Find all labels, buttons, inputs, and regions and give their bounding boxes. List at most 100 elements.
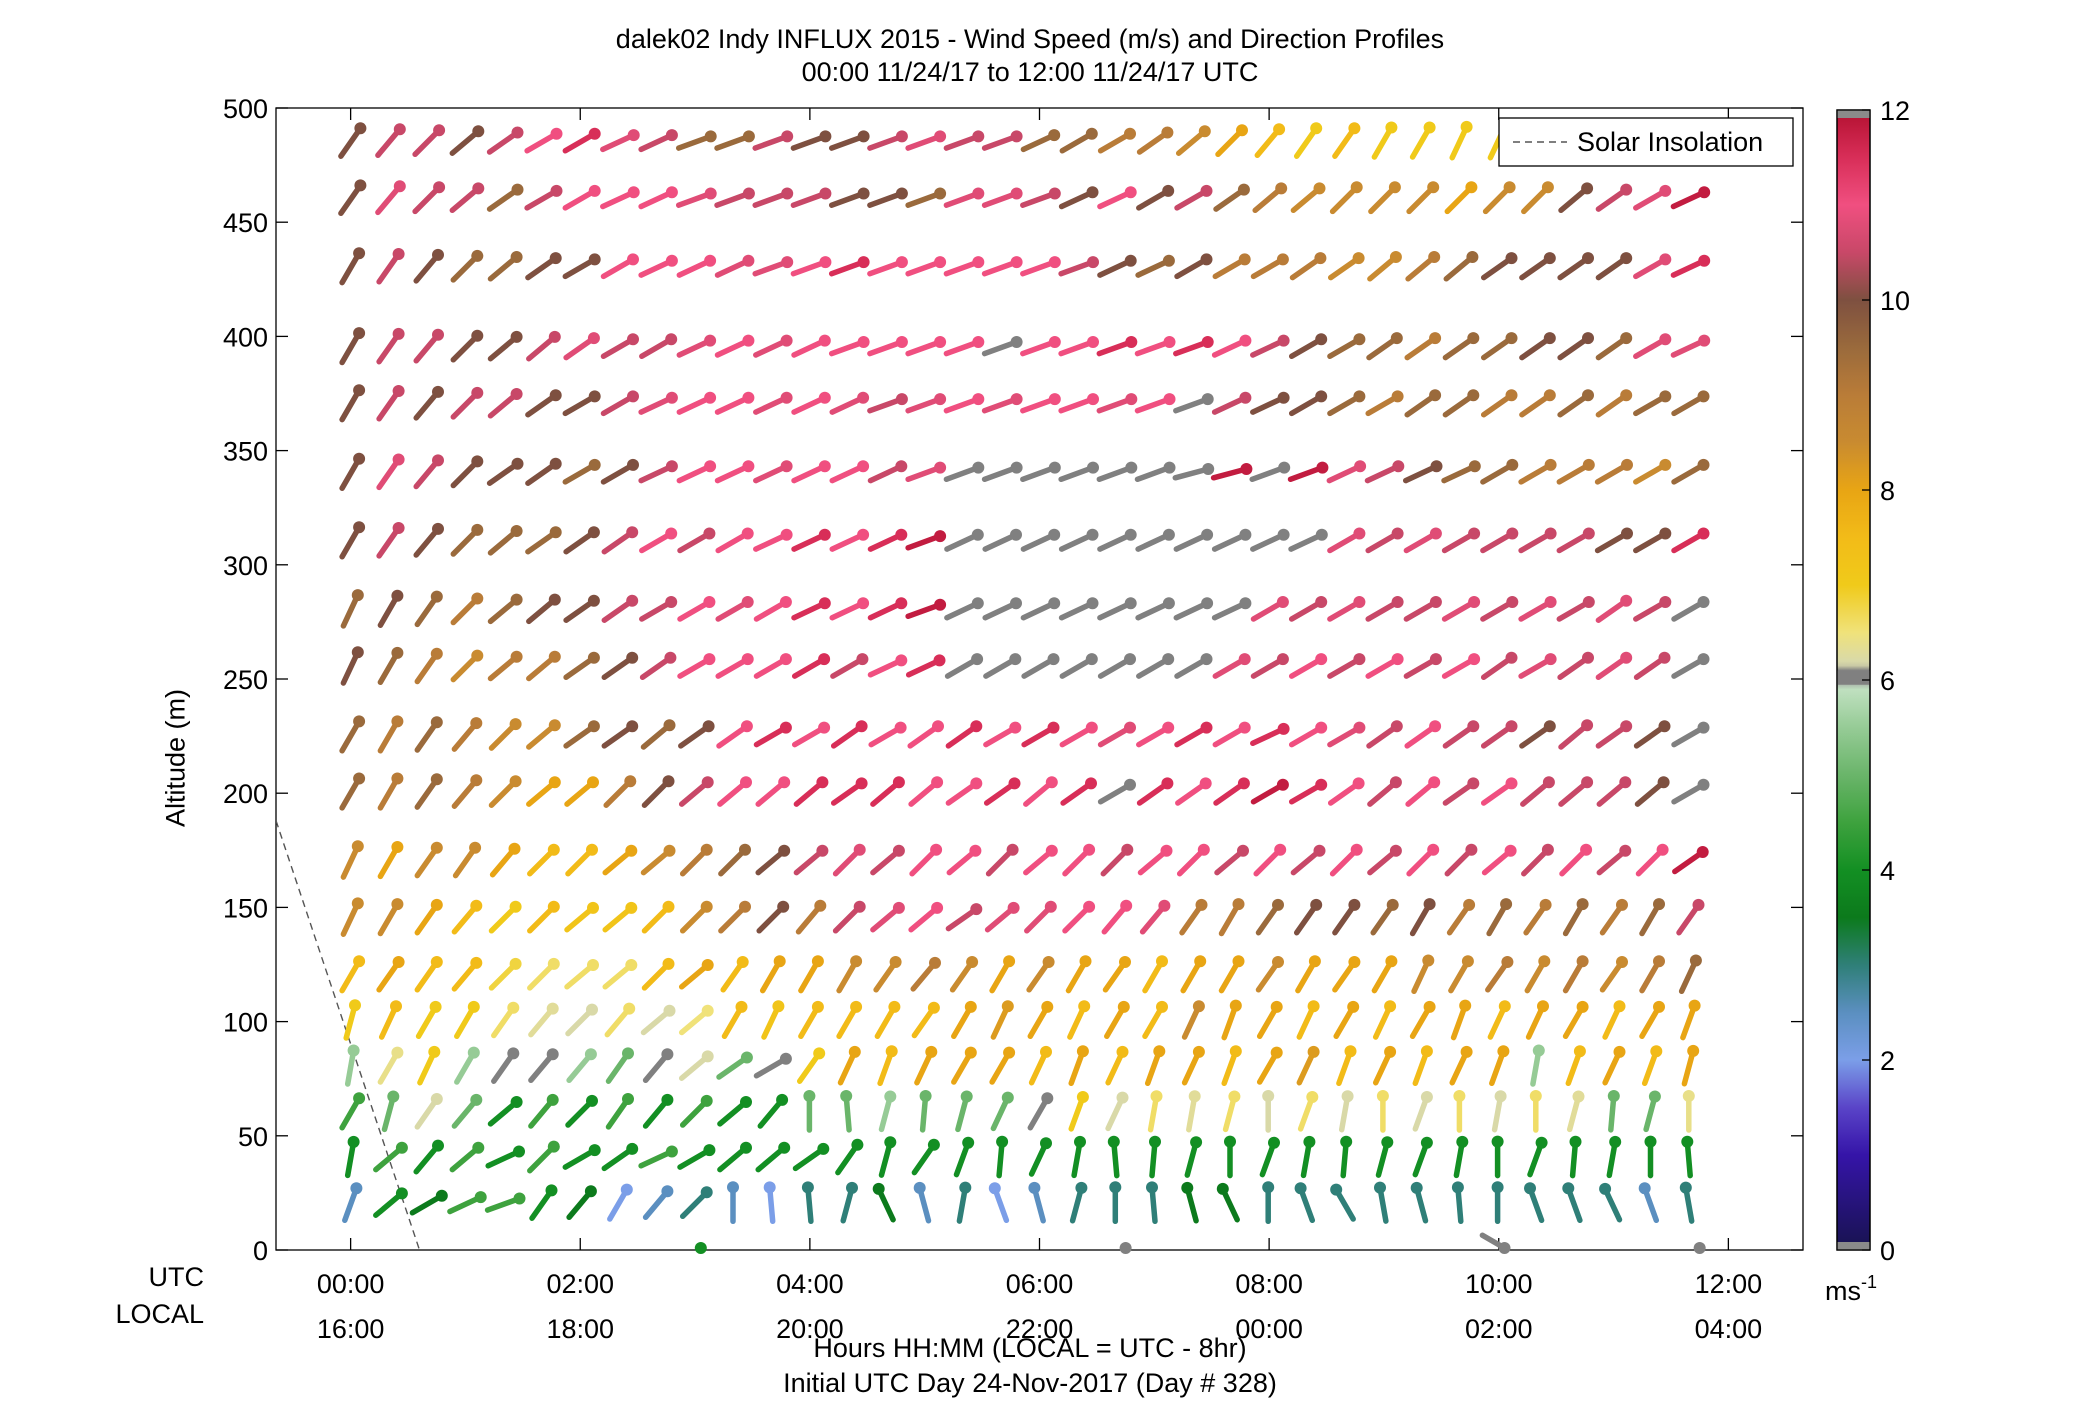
wind-arrow-head — [588, 184, 601, 197]
wind-arrow-head — [1659, 390, 1672, 403]
wind-arrow-head — [545, 1184, 558, 1197]
wind-arrow-head — [1232, 898, 1245, 911]
wind-arrow-head — [778, 1141, 791, 1154]
wind-arrow-head — [1429, 332, 1442, 345]
wind-arrow-head — [1010, 597, 1022, 610]
wind-arrow-head — [1656, 843, 1669, 856]
wind-arrow-head — [1653, 898, 1665, 911]
wind-arrow-head — [780, 460, 793, 473]
wind-arrow-head — [1294, 1182, 1307, 1195]
wind-arrow-head — [1124, 254, 1137, 267]
wind-arrow-head — [584, 1048, 597, 1061]
wind-arrow-head — [1466, 251, 1479, 263]
wind-arrow-head — [1315, 390, 1328, 403]
wind-arrow-head — [1347, 1000, 1360, 1013]
wind-arrow-head — [1303, 1135, 1316, 1148]
wind-arrow-head — [1216, 1182, 1229, 1195]
wind-arrow-head — [1042, 956, 1055, 968]
wind-arrow-head — [778, 844, 791, 857]
wind-arrow-head — [662, 775, 675, 788]
wind-arrow-head — [780, 391, 793, 404]
wind-arrow-head — [927, 1138, 940, 1151]
wind-arrow-head — [1613, 1000, 1626, 1013]
wind-arrow-head — [1390, 720, 1403, 733]
y-tick-label: 50 — [238, 1122, 268, 1152]
x-axis-label: Hours HH:MM (LOCAL = UTC - 8hr) — [813, 1333, 1247, 1363]
wind-arrow-head — [776, 1093, 789, 1106]
wind-arrow-head — [1697, 778, 1710, 791]
wind-arrow-head — [1315, 778, 1328, 791]
wind-arrow-head — [1491, 1135, 1504, 1148]
wind-arrow-head — [856, 653, 869, 666]
wind-arrow-head — [1270, 1046, 1283, 1059]
wind-arrow-head — [966, 956, 979, 968]
wind-arrow-head — [960, 1090, 973, 1103]
wind-arrow-head — [934, 530, 947, 543]
wind-arrow-head — [1428, 251, 1441, 263]
wind-arrow-head — [895, 130, 908, 143]
wind-arrow-head — [1572, 1090, 1585, 1103]
wind-arrow-head — [1048, 461, 1061, 474]
wind-arrow-head — [620, 1183, 633, 1196]
wind-arrow-head — [1467, 332, 1480, 345]
wind-arrow-head — [1541, 181, 1554, 194]
wind-arrow-head — [1124, 721, 1136, 734]
wind-arrow-head — [1276, 253, 1289, 266]
wind-arrow-head — [742, 187, 755, 200]
wind-arrow-head — [1497, 1045, 1510, 1058]
wind-arrow-head — [1117, 1000, 1130, 1013]
wind-arrow-head — [1048, 129, 1061, 142]
wind-arrow-head — [1048, 528, 1061, 541]
wind-arrow-head — [700, 1094, 713, 1107]
wind-arrow-head — [353, 452, 366, 465]
wind-arrow-head — [548, 776, 561, 789]
wind-arrow-head — [509, 718, 522, 731]
y-axis-label: Altitude (m) — [160, 688, 191, 828]
solar-insolation-line — [276, 820, 421, 1250]
wind-arrow-head — [818, 528, 831, 541]
wind-arrow-head — [470, 774, 483, 787]
wind-arrow-head — [627, 253, 639, 266]
wind-arrow-head — [1048, 187, 1061, 200]
wind-arrow-head — [1692, 898, 1705, 911]
x-axis-label-2: Initial UTC Day 24-Nov-2017 (Day # 328) — [783, 1368, 1277, 1398]
utc-row-label: UTC — [148, 1262, 205, 1292]
wind-arrow-head — [1503, 181, 1516, 194]
wind-arrow-head — [930, 843, 943, 856]
wind-arrow-head — [703, 653, 716, 666]
wind-arrow-head — [1116, 1045, 1129, 1058]
wind-arrow-head — [1620, 651, 1633, 664]
wind-arrow-head — [934, 336, 947, 348]
wind-arrow-head — [626, 720, 639, 733]
wind-arrow-head — [1200, 184, 1213, 197]
colorbar-tick-label: 10 — [1880, 286, 1910, 316]
wind-arrow-head — [392, 522, 405, 534]
wind-arrow-head — [929, 956, 941, 969]
wind-arrow-head — [1162, 653, 1175, 666]
wind-arrow-head — [510, 1096, 523, 1108]
wind-arrow-head — [1505, 252, 1518, 265]
wind-arrow-head — [471, 523, 484, 536]
wind-arrow-head — [895, 460, 908, 473]
wind-arrow-head — [1621, 458, 1633, 471]
wind-arrow-head — [391, 1046, 404, 1059]
wind-arrow-head — [1505, 332, 1518, 345]
wind-arrow-head — [1330, 1183, 1343, 1196]
wind-arrow-head — [1423, 121, 1436, 134]
wind-arrow-head — [1562, 1182, 1575, 1195]
wind-arrow-head — [351, 840, 364, 853]
wind-arrow-head — [428, 1045, 441, 1058]
wind-arrow-head — [549, 526, 562, 539]
wind-arrow-head — [853, 843, 866, 856]
wind-arrow-head — [1653, 955, 1665, 968]
wind-arrow-head — [474, 1191, 487, 1204]
wind-arrow-head — [511, 457, 524, 470]
wind-arrow-head — [430, 647, 443, 660]
y-tick-label: 0 — [253, 1236, 268, 1266]
colorbar-tick-label: 6 — [1880, 666, 1895, 696]
wind-arrow-head — [1544, 527, 1557, 540]
wind-arrow-head — [665, 129, 678, 142]
wind-arrow-head — [1350, 181, 1363, 194]
wind-arrow-head — [1542, 776, 1555, 789]
wind-arrow-head — [1240, 463, 1253, 475]
